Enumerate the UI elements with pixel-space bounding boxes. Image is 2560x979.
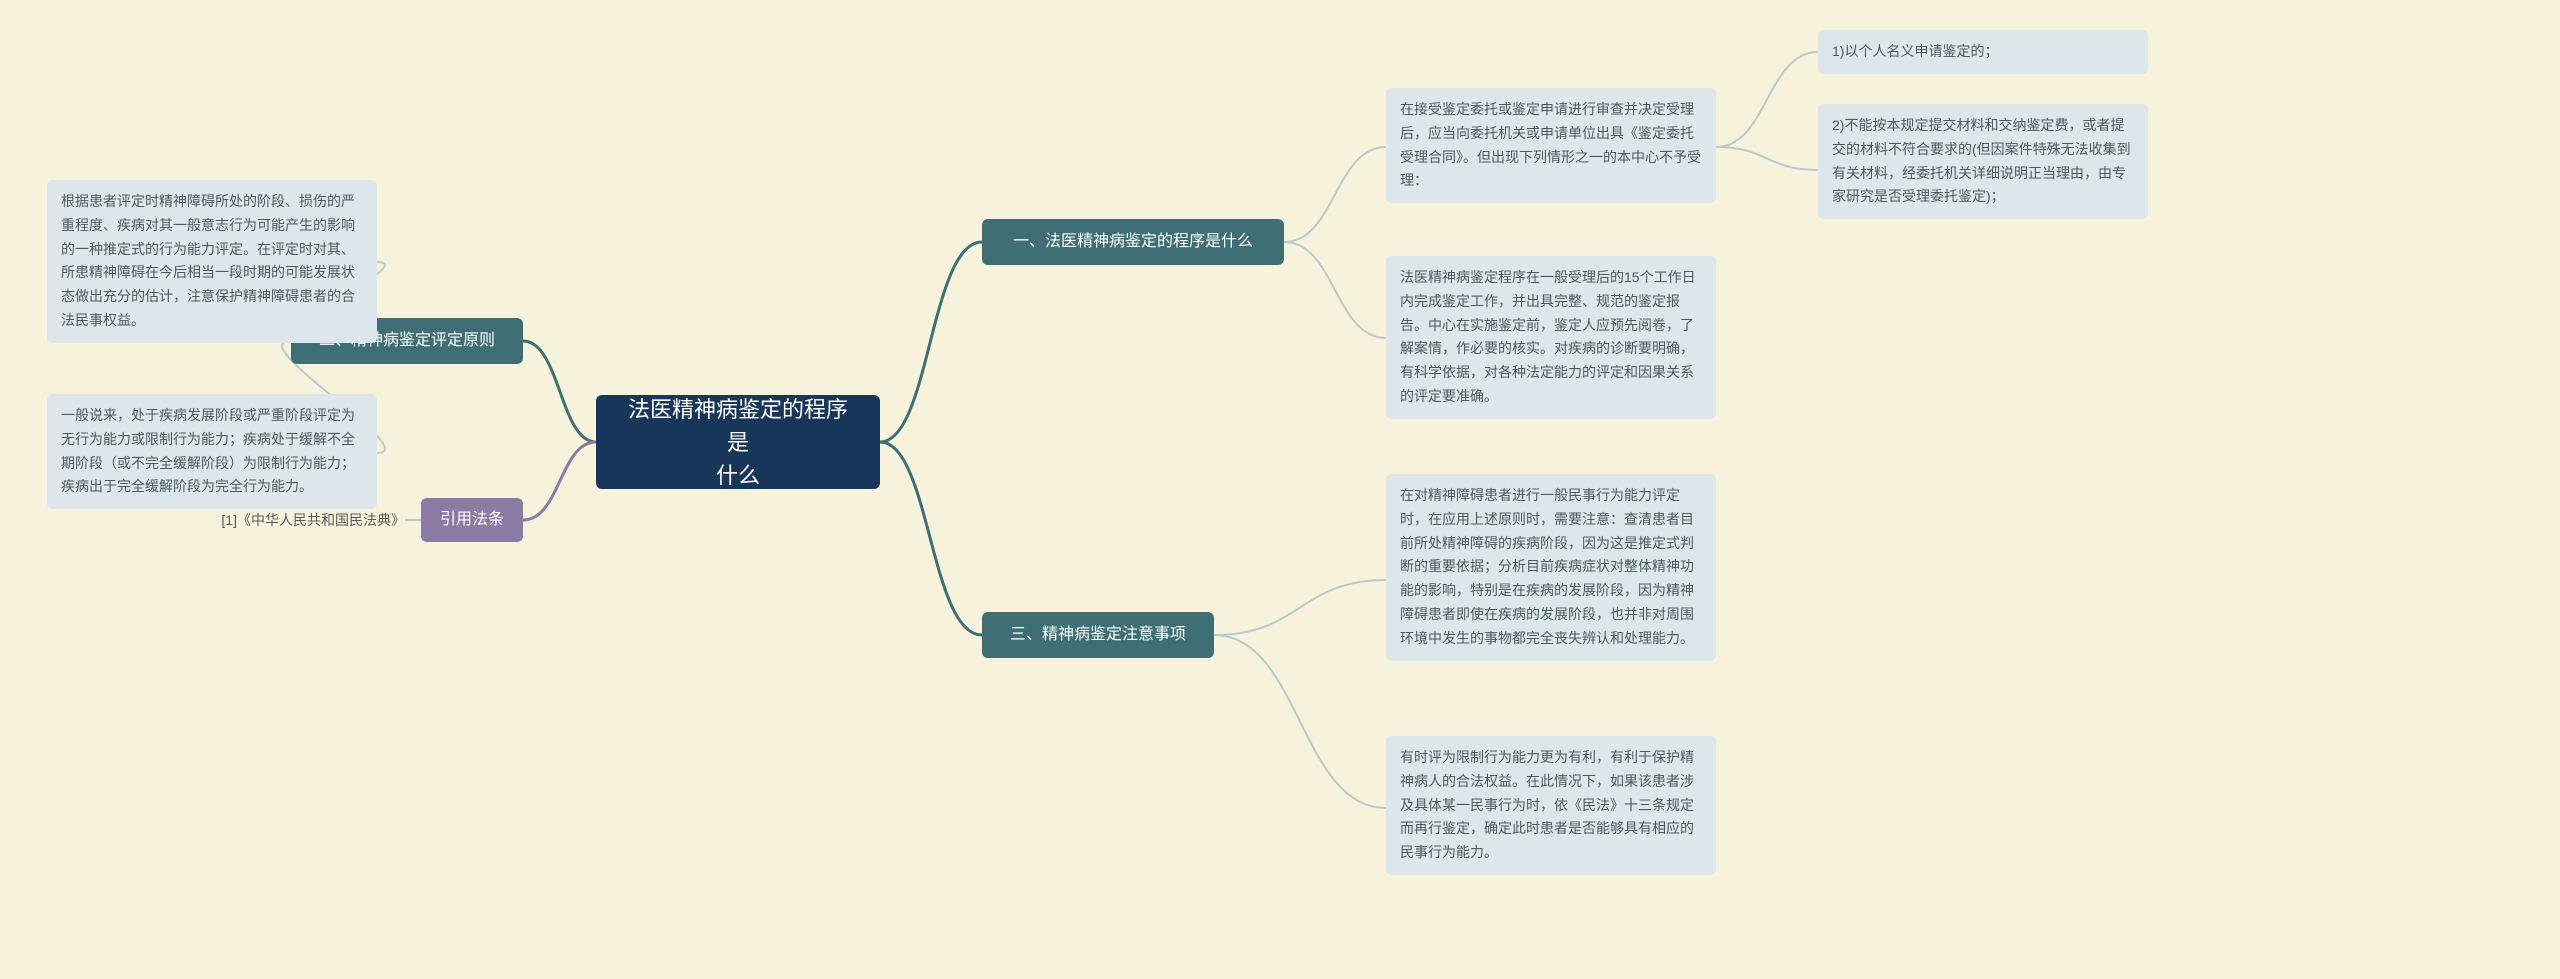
leaf-1a1-text: 1)以个人名义申请鉴定的；	[1832, 40, 1998, 64]
leaf-3b[interactable]: 有时评为限制行为能力更为有利，有利于保护精神病人的合法权益。在此情况下，如果该患…	[1386, 736, 1716, 875]
root-node[interactable]: 法医精神病鉴定的程序是什么	[596, 395, 880, 489]
edge-b1-l1a	[1284, 147, 1386, 242]
citation-text: [1]《中华人民共和国民法典》	[195, 510, 405, 530]
mindmap-canvas: 法医精神病鉴定的程序是什么 一、法医精神病鉴定的程序是什么 三、精神病鉴定注意事…	[0, 0, 2560, 979]
leaf-3a[interactable]: 在对精神障碍患者进行一般民事行为能力评定时，在应用上述原则时，需要注意：查清患者…	[1386, 474, 1716, 661]
branch-1-label: 一、法医精神病鉴定的程序是什么	[1013, 229, 1253, 255]
leaf-1a-text: 在接受鉴定委托或鉴定申请进行审查并决定受理后，应当向委托机关或申请单位出具《鉴定…	[1400, 98, 1702, 193]
edge-root-b4	[523, 442, 596, 520]
edge-l1a-l1a1	[1716, 52, 1818, 147]
branch-4-citation[interactable]: 引用法条	[421, 498, 523, 542]
edge-root-b3	[880, 442, 982, 635]
branch-1[interactable]: 一、法医精神病鉴定的程序是什么	[982, 219, 1284, 265]
leaf-1a1[interactable]: 1)以个人名义申请鉴定的；	[1818, 30, 2148, 74]
leaf-1a2[interactable]: 2)不能按本规定提交材料和交纳鉴定费，或者提交的材料不符合要求的(但因案件特殊无…	[1818, 104, 2148, 219]
branch-3-label: 三、精神病鉴定注意事项	[1010, 622, 1186, 648]
leaf-2a-text: 根据患者评定时精神障碍所处的阶段、损伤的严重程度、疾病对其一般意志行为可能产生的…	[61, 190, 363, 333]
citation-label: [1]《中华人民共和国民法典》	[221, 512, 405, 528]
leaf-2b[interactable]: 一般说来，处于疾病发展阶段或严重阶段评定为无行为能力或限制行为能力；疾病处于缓解…	[47, 394, 377, 509]
edge-b3-l3b	[1214, 635, 1386, 808]
edge-b3-l3a	[1214, 580, 1386, 635]
leaf-1a[interactable]: 在接受鉴定委托或鉴定申请进行审查并决定受理后，应当向委托机关或申请单位出具《鉴定…	[1386, 88, 1716, 203]
root-label: 法医精神病鉴定的程序是什么	[622, 393, 854, 492]
edge-root-b2	[523, 341, 596, 442]
leaf-1b-text: 法医精神病鉴定程序在一般受理后的15个工作日内完成鉴定工作，并出具完整、规范的鉴…	[1400, 266, 1702, 409]
leaf-3b-text: 有时评为限制行为能力更为有利，有利于保护精神病人的合法权益。在此情况下，如果该患…	[1400, 746, 1702, 865]
edge-b1-l1b	[1284, 242, 1386, 338]
leaf-1b[interactable]: 法医精神病鉴定程序在一般受理后的15个工作日内完成鉴定工作，并出具完整、规范的鉴…	[1386, 256, 1716, 419]
leaf-2b-text: 一般说来，处于疾病发展阶段或严重阶段评定为无行为能力或限制行为能力；疾病处于缓解…	[61, 404, 363, 499]
edge-l1a-l1a2	[1716, 147, 1818, 170]
leaf-1a2-text: 2)不能按本规定提交材料和交纳鉴定费，或者提交的材料不符合要求的(但因案件特殊无…	[1832, 114, 2134, 209]
leaf-3a-text: 在对精神障碍患者进行一般民事行为能力评定时，在应用上述原则时，需要注意：查清患者…	[1400, 484, 1702, 651]
connector-layer	[0, 0, 2560, 979]
branch-4-label: 引用法条	[440, 507, 504, 533]
branch-3[interactable]: 三、精神病鉴定注意事项	[982, 612, 1214, 658]
edge-root-b1	[880, 242, 982, 442]
leaf-2a[interactable]: 根据患者评定时精神障碍所处的阶段、损伤的严重程度、疾病对其一般意志行为可能产生的…	[47, 180, 377, 343]
